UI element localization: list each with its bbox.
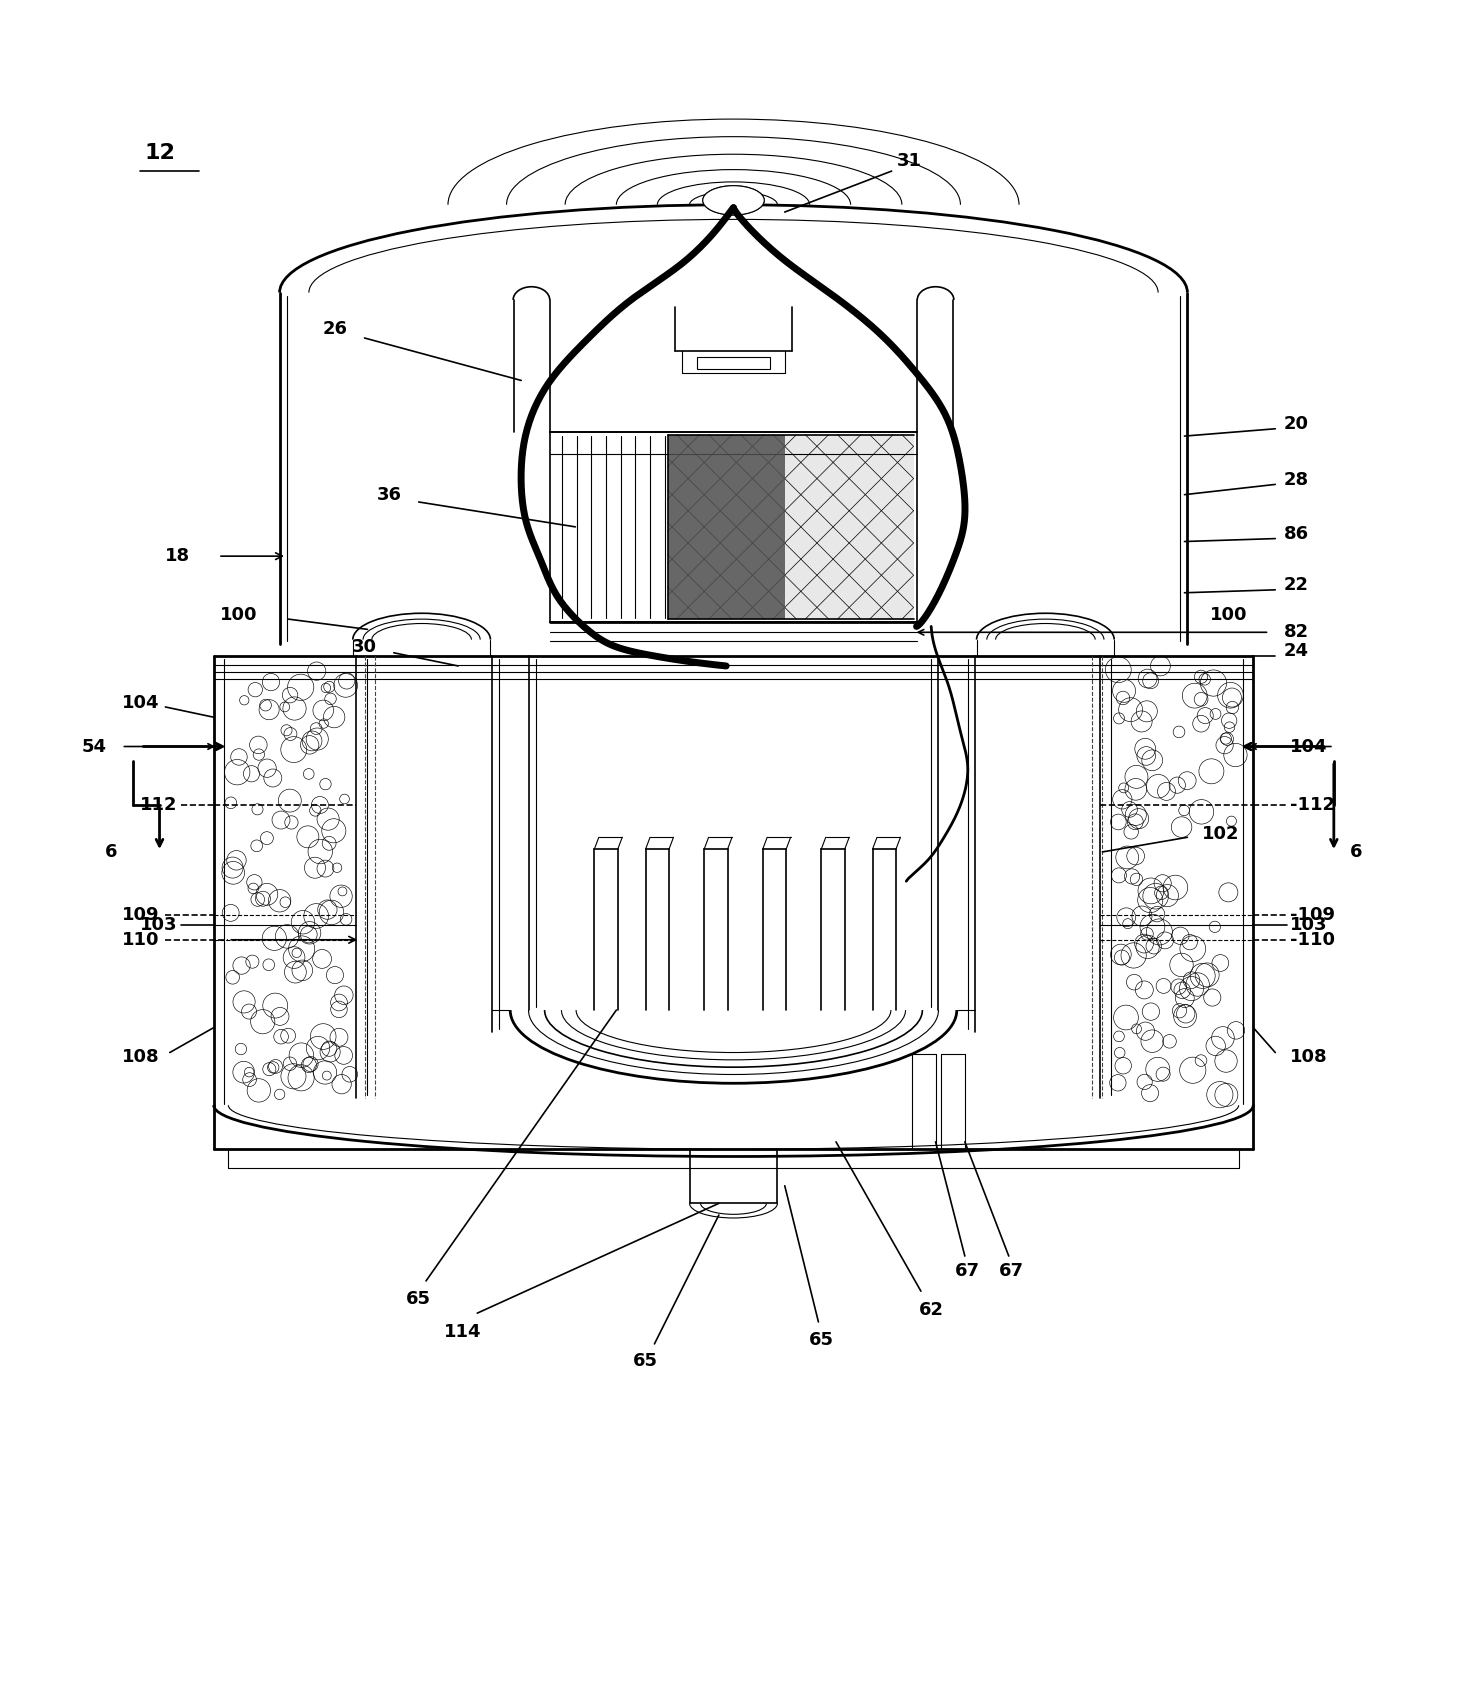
Text: 6: 6 [1350, 842, 1361, 861]
Text: 62: 62 [918, 1301, 943, 1319]
Bar [667, 435, 914, 620]
Text: 104: 104 [122, 693, 160, 711]
Text: 20: 20 [1284, 416, 1309, 433]
Text: 65: 65 [634, 1353, 659, 1370]
Text: 22: 22 [1284, 576, 1309, 594]
Text: 103: 103 [1289, 917, 1328, 934]
Text: 86: 86 [1284, 525, 1309, 543]
Text: 103: 103 [139, 917, 178, 934]
Text: 67: 67 [999, 1262, 1024, 1280]
Text: -112: -112 [1289, 796, 1335, 813]
Text: -109: -109 [1289, 907, 1335, 924]
Text: 108: 108 [122, 1048, 160, 1066]
Text: 104: 104 [1289, 737, 1328, 756]
Text: 109: 109 [122, 907, 160, 924]
Text: 102: 102 [1201, 825, 1240, 844]
Bar [667, 435, 785, 620]
Text: 24: 24 [1284, 642, 1309, 661]
Text: 110: 110 [122, 931, 160, 949]
Bar [697, 357, 770, 368]
Text: 100: 100 [1210, 606, 1247, 623]
Text: 67: 67 [955, 1262, 980, 1280]
Ellipse shape [703, 185, 764, 216]
Text: 82: 82 [1284, 623, 1309, 642]
Text: 26: 26 [323, 321, 348, 338]
Text: 18: 18 [166, 547, 191, 565]
Text: 6: 6 [106, 842, 117, 861]
Text: 65: 65 [808, 1331, 833, 1348]
Text: 54: 54 [81, 737, 106, 756]
Text: 36: 36 [377, 486, 402, 504]
Text: 112: 112 [139, 796, 178, 813]
Text: 65: 65 [406, 1289, 431, 1307]
Text: 114: 114 [445, 1323, 481, 1341]
Text: 108: 108 [1289, 1048, 1328, 1066]
Text: 30: 30 [352, 638, 377, 655]
Text: 31: 31 [896, 151, 921, 170]
Text: 12: 12 [145, 144, 176, 163]
Text: 100: 100 [220, 606, 257, 623]
Text: -110: -110 [1289, 931, 1335, 949]
Text: 28: 28 [1284, 470, 1309, 489]
